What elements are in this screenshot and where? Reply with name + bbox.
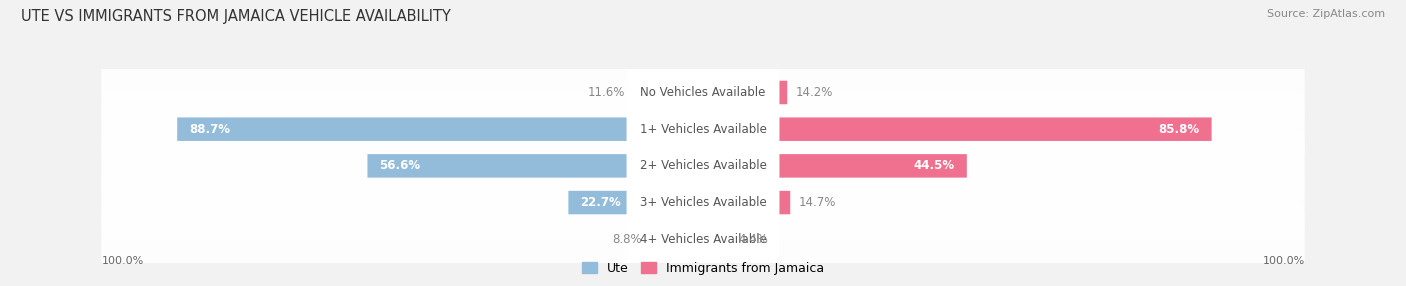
FancyBboxPatch shape <box>627 141 779 191</box>
Text: 85.8%: 85.8% <box>1159 123 1199 136</box>
Text: 8.8%: 8.8% <box>613 233 643 246</box>
FancyBboxPatch shape <box>703 228 730 251</box>
Text: Source: ZipAtlas.com: Source: ZipAtlas.com <box>1267 9 1385 19</box>
Text: 14.7%: 14.7% <box>799 196 837 209</box>
FancyBboxPatch shape <box>101 93 1305 166</box>
Text: 56.6%: 56.6% <box>380 159 420 172</box>
FancyBboxPatch shape <box>367 154 628 178</box>
Text: UTE VS IMMIGRANTS FROM JAMAICA VEHICLE AVAILABILITY: UTE VS IMMIGRANTS FROM JAMAICA VEHICLE A… <box>21 9 451 23</box>
FancyBboxPatch shape <box>627 67 779 118</box>
FancyBboxPatch shape <box>627 178 779 227</box>
Text: 14.2%: 14.2% <box>796 86 834 99</box>
Text: 88.7%: 88.7% <box>188 123 231 136</box>
Legend: Ute, Immigrants from Jamaica: Ute, Immigrants from Jamaica <box>576 257 830 280</box>
FancyBboxPatch shape <box>778 154 967 178</box>
FancyBboxPatch shape <box>778 118 1212 141</box>
FancyBboxPatch shape <box>627 214 779 264</box>
FancyBboxPatch shape <box>568 191 628 214</box>
Text: 4.4%: 4.4% <box>738 233 768 246</box>
Text: 100.0%: 100.0% <box>101 256 143 266</box>
FancyBboxPatch shape <box>634 81 703 104</box>
Text: 11.6%: 11.6% <box>588 86 626 99</box>
Text: No Vehicles Available: No Vehicles Available <box>640 86 766 99</box>
FancyBboxPatch shape <box>177 118 628 141</box>
Text: 2+ Vehicles Available: 2+ Vehicles Available <box>640 159 766 172</box>
FancyBboxPatch shape <box>778 81 787 104</box>
Text: 1+ Vehicles Available: 1+ Vehicles Available <box>640 123 766 136</box>
Text: 100.0%: 100.0% <box>1263 256 1305 266</box>
FancyBboxPatch shape <box>101 166 1305 239</box>
Text: 22.7%: 22.7% <box>581 196 621 209</box>
FancyBboxPatch shape <box>778 191 790 214</box>
FancyBboxPatch shape <box>651 228 703 251</box>
FancyBboxPatch shape <box>101 56 1305 129</box>
FancyBboxPatch shape <box>627 104 779 154</box>
Text: 4+ Vehicles Available: 4+ Vehicles Available <box>640 233 766 246</box>
FancyBboxPatch shape <box>101 203 1305 276</box>
Text: 3+ Vehicles Available: 3+ Vehicles Available <box>640 196 766 209</box>
Text: 44.5%: 44.5% <box>914 159 955 172</box>
FancyBboxPatch shape <box>101 130 1305 202</box>
